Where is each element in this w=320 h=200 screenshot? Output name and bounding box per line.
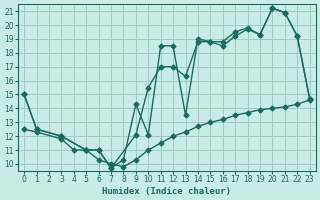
- X-axis label: Humidex (Indice chaleur): Humidex (Indice chaleur): [102, 187, 231, 196]
